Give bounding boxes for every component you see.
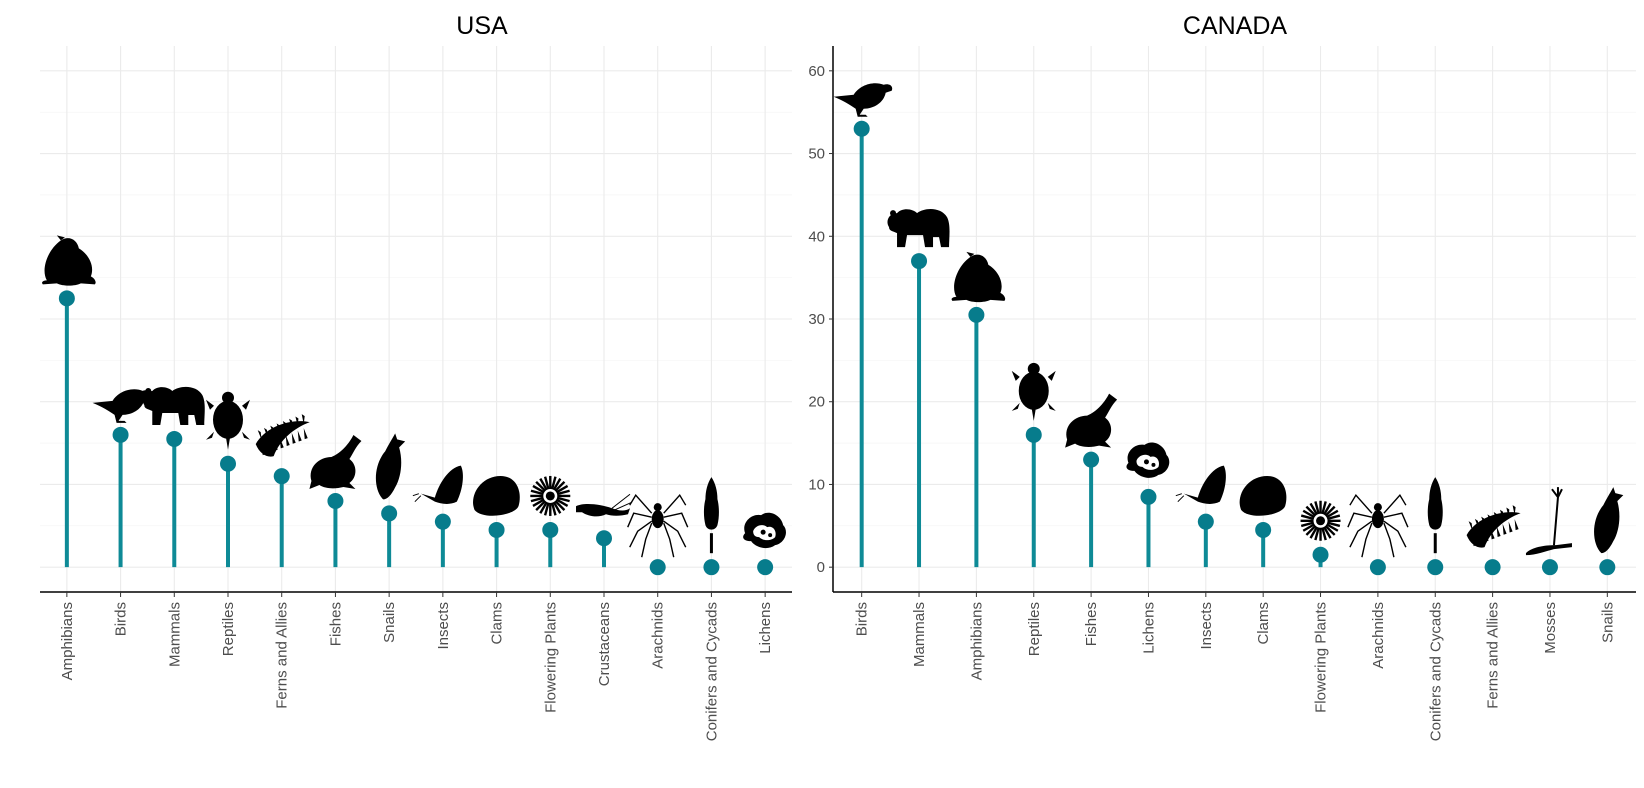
x-tick-label: Fishes	[1083, 602, 1100, 646]
clam-icon	[473, 475, 520, 516]
data-point	[757, 559, 774, 576]
data-point	[327, 493, 344, 509]
panel-usa: USA Amphibians Birds Mammals Reptiles Ferns a…	[40, 12, 792, 741]
data-point	[58, 290, 75, 307]
x-tick-label: Birds	[113, 602, 130, 636]
x-tick-label: Birds	[854, 602, 871, 636]
x-tick-label: Clams	[489, 602, 506, 645]
clam-icon	[1239, 475, 1287, 516]
fish-icon	[1065, 393, 1118, 448]
shrimp-icon	[576, 493, 633, 517]
x-tick-label: Arachnids	[1370, 602, 1387, 669]
data-point	[1197, 513, 1214, 530]
data-point	[596, 530, 612, 547]
y-tick-label: 60	[808, 63, 825, 80]
fern-icon	[1466, 505, 1521, 548]
data-point	[911, 253, 928, 270]
bear-icon	[142, 386, 205, 425]
data-point	[703, 559, 720, 576]
data-point	[112, 426, 129, 443]
x-tick-label: Arachnids	[650, 602, 667, 669]
data-point	[1255, 521, 1272, 538]
y-tick-label: 50	[808, 146, 825, 163]
data-point	[1025, 426, 1042, 443]
bear-icon	[887, 208, 950, 248]
data-point	[649, 559, 666, 576]
conifer-icon	[1427, 477, 1443, 554]
y-tick-label: 0	[817, 559, 825, 576]
data-point	[968, 306, 985, 323]
data-point	[1484, 559, 1501, 576]
fish-icon	[309, 435, 362, 489]
data-point	[1369, 559, 1386, 576]
turtle-icon	[1011, 362, 1056, 421]
y-tick-label: 20	[808, 394, 825, 411]
x-tick-label: Reptiles	[1026, 602, 1043, 656]
flower-icon	[1300, 500, 1341, 541]
data-point	[1312, 546, 1329, 563]
moss-icon	[1525, 487, 1572, 556]
turtle-icon	[206, 391, 250, 450]
grid	[833, 46, 1636, 592]
x-tick-label: Clams	[1255, 602, 1272, 645]
data-point	[166, 430, 183, 447]
x-tick-label: Lichens	[1140, 602, 1157, 654]
y-tick-label: 30	[808, 311, 825, 328]
x-tick-label: Fishes	[327, 602, 344, 646]
x-tick-label: Amphibians	[968, 602, 985, 680]
data-point	[1541, 559, 1558, 576]
butterfly-icon	[412, 465, 463, 504]
data-point	[542, 521, 559, 538]
data-point	[273, 468, 290, 485]
data-point	[1599, 559, 1616, 576]
data-point	[434, 513, 451, 530]
data-point	[1427, 559, 1444, 576]
data-point	[381, 505, 398, 522]
data-point	[853, 120, 870, 137]
x-tick-label: Snails	[381, 602, 398, 643]
y-tick-label: 40	[808, 228, 825, 245]
snail-icon	[1594, 487, 1624, 554]
panel-title: CANADA	[1183, 12, 1288, 40]
data-point	[488, 521, 505, 538]
spider-icon	[627, 494, 689, 558]
x-tick-label: Insects	[435, 602, 452, 650]
flower-icon	[530, 475, 571, 516]
bird-icon	[833, 83, 893, 117]
x-tick-label: Crustaceans	[596, 602, 613, 686]
x-tick-label: Amphibians	[59, 602, 76, 680]
x-tick-label: Conifers and Cycads	[1427, 602, 1444, 741]
snail-icon	[375, 433, 406, 500]
x-tick-label: Ferns and Allies	[274, 602, 291, 709]
x-tick-label: Snails	[1599, 602, 1616, 643]
fern-icon	[255, 414, 310, 457]
x-tick-label: Flowering Plants	[1313, 602, 1330, 713]
frog-icon	[951, 251, 1006, 303]
panel-title: USA	[456, 12, 508, 40]
data-point	[1083, 451, 1100, 468]
bird-icon	[92, 389, 152, 423]
x-tick-label: Conifers and Cycads	[703, 602, 720, 741]
data-point	[220, 455, 236, 472]
conifer-icon	[703, 477, 719, 554]
frog-icon	[42, 235, 96, 286]
lichen-icon	[743, 512, 786, 549]
y-tick-label: 10	[808, 476, 825, 493]
x-tick-label: Ferns and Allies	[1485, 602, 1502, 709]
x-tick-label: Mammals	[166, 602, 183, 667]
panel-canada: CANADA 0 10 20 30 40 50 60 Birds Mammals Amphibian…	[808, 12, 1636, 741]
x-tick-label: Reptiles	[220, 602, 237, 656]
butterfly-icon	[1175, 465, 1226, 504]
data-point	[1140, 488, 1157, 505]
x-tick-label: Flowering Plants	[542, 602, 559, 713]
x-tick-label: Lichens	[757, 602, 774, 654]
x-tick-label: Insects	[1198, 602, 1215, 650]
x-tick-label: Mosses	[1542, 602, 1559, 654]
lichen-icon	[1126, 442, 1170, 478]
grid	[40, 46, 792, 592]
x-tick-label: Mammals	[911, 602, 928, 667]
spider-icon	[1347, 494, 1409, 558]
